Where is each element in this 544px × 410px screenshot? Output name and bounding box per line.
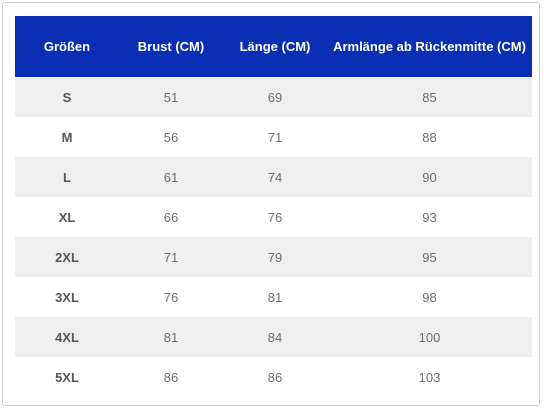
size-cell: M (61, 129, 73, 145)
length-cell: 79 (267, 249, 283, 265)
size-cell: L (63, 169, 71, 185)
table-row: 5XL 86 86 103 (15, 357, 532, 397)
length-cell: 86 (267, 369, 283, 385)
length-cell: 74 (267, 169, 283, 185)
sleeve-cell: 98 (422, 289, 437, 305)
size-chart-card: Größen Brust (CM) Länge (CM) Armlänge ab… (2, 2, 540, 406)
size-cell: 5XL (55, 369, 79, 385)
chest-cell: 86 (163, 369, 179, 385)
table-header-row: Größen Brust (CM) Länge (CM) Armlänge ab… (15, 16, 532, 77)
table-row: L 61 74 90 (15, 157, 532, 197)
header-size: Größen (43, 39, 91, 54)
chest-cell: 56 (163, 129, 179, 145)
chest-cell: 51 (163, 89, 179, 105)
chest-cell: 76 (163, 289, 179, 305)
table-row: 2XL 71 79 95 (15, 237, 532, 277)
header-chest: Brust (CM) (137, 39, 205, 54)
chest-cell: 61 (163, 169, 179, 185)
size-cell: S (62, 89, 72, 105)
length-cell: 76 (267, 209, 283, 225)
sleeve-cell: 100 (418, 329, 441, 345)
size-cell: XL (58, 209, 76, 225)
sleeve-cell: 95 (422, 249, 437, 265)
size-cell: 2XL (55, 249, 79, 265)
sleeve-cell: 90 (422, 169, 437, 185)
length-cell: 71 (267, 129, 283, 145)
size-cell: 3XL (55, 289, 79, 305)
length-cell: 84 (267, 329, 283, 345)
size-chart-table: Größen Brust (CM) Länge (CM) Armlänge ab… (15, 16, 532, 397)
chest-cell: 66 (163, 209, 179, 225)
table-row: 4XL 81 84 100 (15, 317, 532, 357)
sleeve-cell: 93 (422, 209, 437, 225)
chest-cell: 71 (163, 249, 179, 265)
sleeve-cell: 85 (422, 89, 437, 105)
length-cell: 81 (267, 289, 283, 305)
header-length: Länge (CM) (239, 39, 311, 54)
table-row: M 56 71 88 (15, 117, 532, 157)
table-row: 3XL 76 81 98 (15, 277, 532, 317)
table-row: XL 66 76 93 (15, 197, 532, 237)
sleeve-cell: 88 (422, 129, 437, 145)
length-cell: 69 (267, 89, 283, 105)
header-sleeve-length: Armlänge ab Rückenmitte (CM) (333, 39, 526, 54)
chest-cell: 81 (163, 329, 179, 345)
size-cell: 4XL (55, 329, 79, 345)
sleeve-cell: 103 (418, 369, 441, 385)
table-row: S 51 69 85 (15, 77, 532, 117)
